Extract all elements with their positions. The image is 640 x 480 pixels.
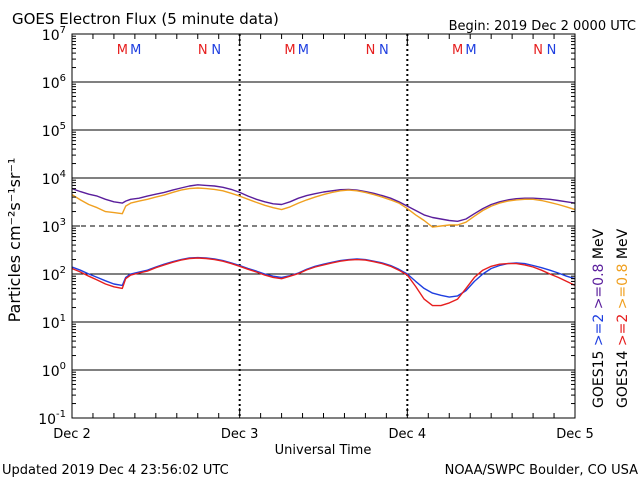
x-tick-label: Dec 2 <box>53 427 91 442</box>
series-group <box>71 184 576 307</box>
y-tick-label: 102 <box>42 265 66 284</box>
event-marker: N <box>198 43 208 58</box>
y-tick-labels: 107 106 105 104 103 102 101 100 10-1 <box>38 25 66 428</box>
x-axis-label: Universal Time <box>275 443 372 458</box>
series-line <box>71 257 576 307</box>
legend-entry: GOES15 >=2 >=0.8 MeV <box>591 228 607 408</box>
x-tick-label: Dec 5 <box>556 427 594 442</box>
credit: NOAA/SWPC Boulder, CO USA <box>445 463 638 478</box>
plot-area <box>71 33 576 419</box>
event-marker: N <box>211 43 221 58</box>
chart-title: GOES Electron Flux (5 minute data) <box>12 10 279 28</box>
event-marker: M <box>465 43 476 58</box>
event-marker: M <box>284 43 295 58</box>
y-tick-label: 105 <box>42 121 66 140</box>
y-axis-label: Particles cm⁻²s⁻¹sr⁻¹ <box>5 158 24 323</box>
x-tick-label: Dec 4 <box>389 427 427 442</box>
y-tick-label: 103 <box>42 217 66 236</box>
series-line <box>71 187 576 228</box>
event-marker: M <box>130 43 141 58</box>
x-tick-labels: Dec 2 Dec 3 Dec 4 Dec 5 <box>53 427 594 442</box>
y-tick-label: 100 <box>42 361 66 380</box>
event-marker: N <box>366 43 376 58</box>
x-tick-label: Dec 3 <box>221 427 259 442</box>
axis-ticks <box>71 34 576 419</box>
updated-time: Updated 2019 Dec 4 23:56:02 UTC <box>2 463 229 478</box>
event-marker: N <box>547 43 557 58</box>
legend-entry: GOES14 >=2 >=0.8 MeV <box>615 228 631 408</box>
event-marker: M <box>117 43 128 58</box>
event-marker: M <box>298 43 309 58</box>
y-tick-label: 107 <box>42 25 66 44</box>
event-marker: N <box>533 43 543 58</box>
y-tick-label: 106 <box>42 73 66 92</box>
day-divider-lines <box>238 34 409 418</box>
series-line <box>71 184 576 223</box>
gridlines <box>72 81 575 371</box>
y-tick-label: 101 <box>42 313 66 332</box>
event-marker: M <box>452 43 463 58</box>
legend: GOES15 >=2 >=0.8 MeV GOES14 >=2 >=0.8 MeV <box>591 228 631 408</box>
y-tick-label: 104 <box>42 169 66 188</box>
event-marker: N <box>379 43 389 58</box>
begin-time: Begin: 2019 Dec 2 0000 UTC <box>449 19 636 34</box>
y-tick-label: 10-1 <box>38 409 66 428</box>
